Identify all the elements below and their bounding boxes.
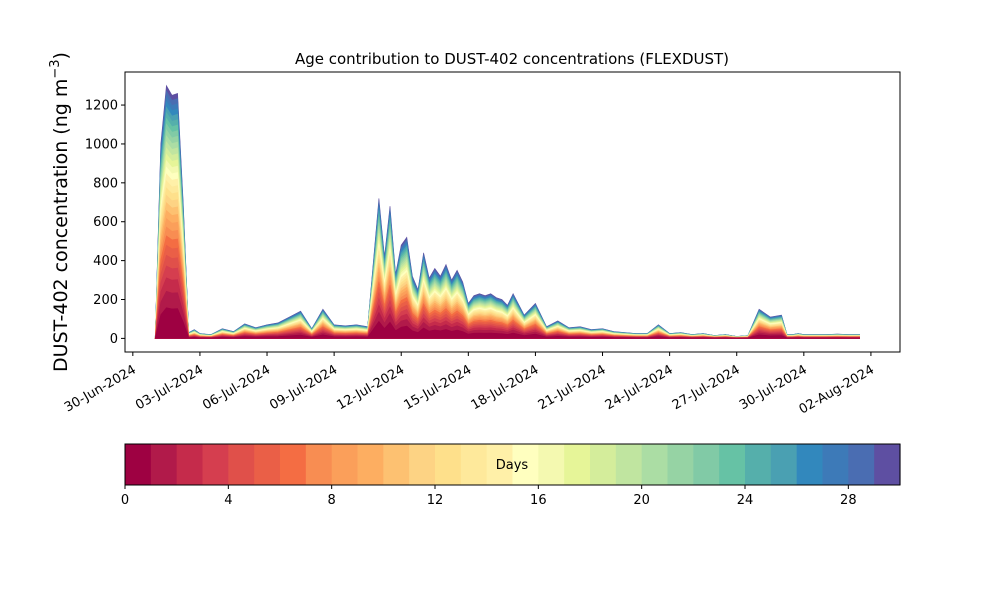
- age-band-area: [154, 89, 860, 339]
- colorbar-label: Days: [496, 458, 529, 473]
- x-tick-label: 27-Jul-2024: [670, 362, 743, 413]
- colorbar-bin: [693, 444, 720, 485]
- colorbar-bin: [822, 444, 849, 485]
- colorbar-bin: [590, 444, 617, 485]
- age-band-area: [154, 106, 860, 339]
- colorbar-bin: [796, 444, 824, 485]
- colorbar-bin: [202, 444, 229, 485]
- colorbar-bin: [848, 444, 875, 485]
- colorbar-bin: [460, 444, 488, 485]
- chart-title: Age contribution to DUST-402 concentrati…: [295, 50, 729, 68]
- colorbar-tick-label: 4: [224, 493, 232, 508]
- x-tick-label: 06-Jul-2024: [200, 362, 273, 413]
- age-band-area: [154, 100, 860, 339]
- age-band-area: [154, 84, 860, 339]
- x-tick-label: 12-Jul-2024: [334, 362, 407, 413]
- x-tick-label: 30-Jun-2024: [62, 362, 139, 415]
- colorbar-bin: [254, 444, 281, 485]
- y-axis-label: DUST-402 concentration (ng m−3): [48, 52, 72, 372]
- y-tick-label: 1200: [85, 99, 118, 114]
- colorbar-tick-label: 8: [328, 493, 336, 508]
- colorbar-bin: [383, 444, 410, 485]
- x-tick-label: 02-Aug-2024: [797, 362, 877, 417]
- age-band-area: [154, 307, 860, 339]
- x-tick-label: 03-Jul-2024: [133, 362, 206, 413]
- x-tick-label: 18-Jul-2024: [469, 362, 542, 413]
- y-tick-label: 600: [93, 215, 118, 230]
- y-tick-label: 400: [93, 254, 118, 269]
- colorbar-bin: [150, 444, 178, 485]
- x-axis: 30-Jun-202403-Jul-202406-Jul-202409-Jul-…: [62, 352, 877, 418]
- colorbar-tick-label: 20: [633, 493, 650, 508]
- colorbar-tick-label: 24: [737, 493, 754, 508]
- colorbar-tick-label: 12: [427, 493, 444, 508]
- colorbar-bin: [280, 444, 307, 485]
- colorbar-bin: [564, 444, 591, 485]
- age-band-area: [154, 95, 860, 339]
- y-tick-label: 0: [110, 332, 118, 347]
- colorbar-bin: [125, 444, 152, 485]
- colorbar-bin: [357, 444, 384, 485]
- y-tick-label: 800: [93, 176, 118, 191]
- y-tick-label: 200: [93, 293, 118, 308]
- x-tick-label: 24-Jul-2024: [603, 362, 676, 413]
- colorbar-bin: [176, 444, 204, 485]
- colorbar-bin: [305, 444, 333, 485]
- colorbar-tick-label: 16: [530, 493, 547, 508]
- x-tick-label: 21-Jul-2024: [536, 362, 609, 413]
- y-axis: 0 200 400 600 800 1000 1200: [85, 99, 125, 347]
- plot-frame: [124, 71, 901, 353]
- colorbar-bin: [615, 444, 643, 485]
- x-tick-label: 15-Jul-2024: [402, 362, 475, 413]
- y-tick-label: 1000: [85, 137, 118, 152]
- colorbar-bin: [745, 444, 772, 485]
- colorbar-bin: [641, 444, 669, 485]
- colorbar-ticks: 0 4 8 12 16 20 24 28: [121, 485, 857, 508]
- colorbar-tick-label: 0: [121, 493, 129, 508]
- colorbar-bin: [435, 444, 462, 485]
- colorbar-bin: [486, 444, 514, 485]
- colorbar-bin: [770, 444, 798, 485]
- colorbar-bin: [538, 444, 565, 485]
- colorbar-frame: [124, 443, 901, 486]
- colorbar-bin: [512, 444, 539, 485]
- colorbar-tick-label: 28: [840, 493, 857, 508]
- colorbar-bin: [331, 444, 359, 485]
- colorbar-bin: [667, 444, 694, 485]
- colorbar: [125, 444, 901, 485]
- age-band-area: [154, 111, 860, 339]
- colorbar-bin: [228, 444, 255, 485]
- colorbar-bin: [409, 444, 436, 485]
- colorbar-bin: [719, 444, 746, 485]
- x-tick-label: 09-Jul-2024: [267, 362, 340, 413]
- plot-area: [154, 84, 860, 339]
- colorbar-bin: [874, 444, 901, 485]
